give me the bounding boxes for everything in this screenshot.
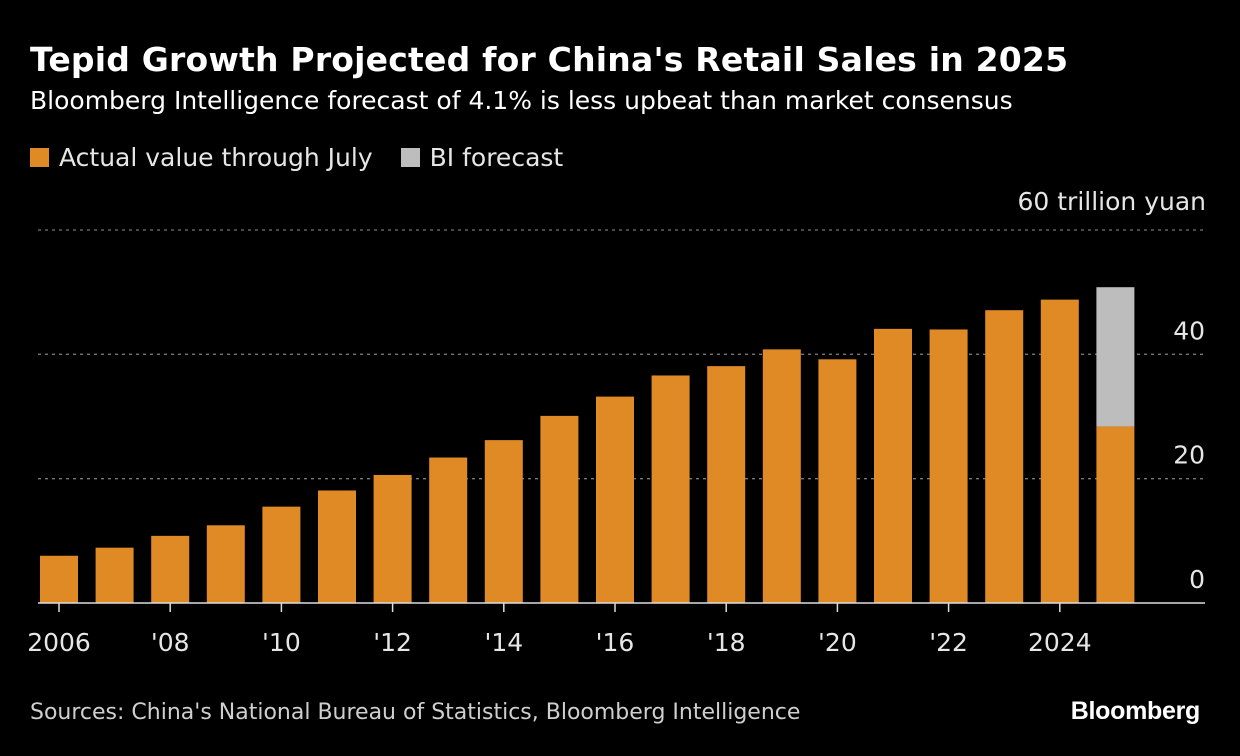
x-tick-label-2024: 2024 xyxy=(1028,628,1092,657)
y-tick-label-0: 0 xyxy=(1189,565,1205,594)
y-tick-label-20: 20 xyxy=(1173,441,1205,470)
x-tick-label-2014: '14 xyxy=(484,628,523,657)
legend-label-forecast: BI forecast xyxy=(429,143,564,172)
bar-2023-actual xyxy=(985,310,1024,603)
legend-item-forecast: BI forecast xyxy=(400,143,564,172)
x-tick-label-2012: '12 xyxy=(373,628,412,657)
bar-2017-actual xyxy=(651,375,690,603)
bar-2015-actual xyxy=(540,415,579,603)
bar-2007-actual xyxy=(95,547,134,603)
x-tick-label-2010: '10 xyxy=(262,628,301,657)
bar-2025-actual xyxy=(1096,426,1135,603)
bar-2022-actual xyxy=(929,329,968,603)
bar-2025-forecast xyxy=(1096,287,1135,427)
legend-item-actual: Actual value through July xyxy=(30,143,373,172)
y-tick-label-40: 40 xyxy=(1173,316,1205,345)
bar-2021-actual xyxy=(874,328,912,603)
bar-2016-actual xyxy=(596,396,634,603)
bloomberg-logo: Bloomberg xyxy=(1070,697,1201,725)
x-tick-label-2022: '22 xyxy=(929,628,968,657)
bar-2011-actual xyxy=(318,490,356,603)
legend-label-actual: Actual value through July xyxy=(59,143,373,172)
bar-2018-actual xyxy=(707,366,746,603)
bar-2010-actual xyxy=(262,506,301,603)
bar-2009-actual xyxy=(206,525,245,603)
x-tick-label-2016: '16 xyxy=(596,628,635,657)
bar-2012-actual xyxy=(373,474,412,603)
chart-title: Tepid Growth Projected for China's Retai… xyxy=(30,40,1069,79)
bar-2019-actual xyxy=(762,349,801,603)
x-tick-label-2006: 2006 xyxy=(27,628,91,657)
bar-2014-actual xyxy=(484,440,523,603)
bar-2024-actual xyxy=(1040,299,1079,603)
x-tick-label-2020: '20 xyxy=(818,628,857,657)
legend-swatch-forecast xyxy=(400,148,420,167)
chart-subtitle: Bloomberg Intelligence forecast of 4.1% … xyxy=(30,86,1013,115)
legend: Actual value through July BI forecast xyxy=(30,143,591,172)
legend-swatch-actual xyxy=(30,148,49,167)
bar-2008-actual xyxy=(151,535,190,603)
bar-2020-actual xyxy=(818,359,857,603)
y-axis-unit-label: 60 trillion yuan xyxy=(1017,187,1206,216)
x-tick-label-2018: '18 xyxy=(707,628,746,657)
source-note: Sources: China's National Bureau of Stat… xyxy=(30,700,801,725)
bar-2006-actual xyxy=(40,555,78,603)
bar-2013-actual xyxy=(429,457,468,603)
x-tick-label-2008: '08 xyxy=(151,628,190,657)
